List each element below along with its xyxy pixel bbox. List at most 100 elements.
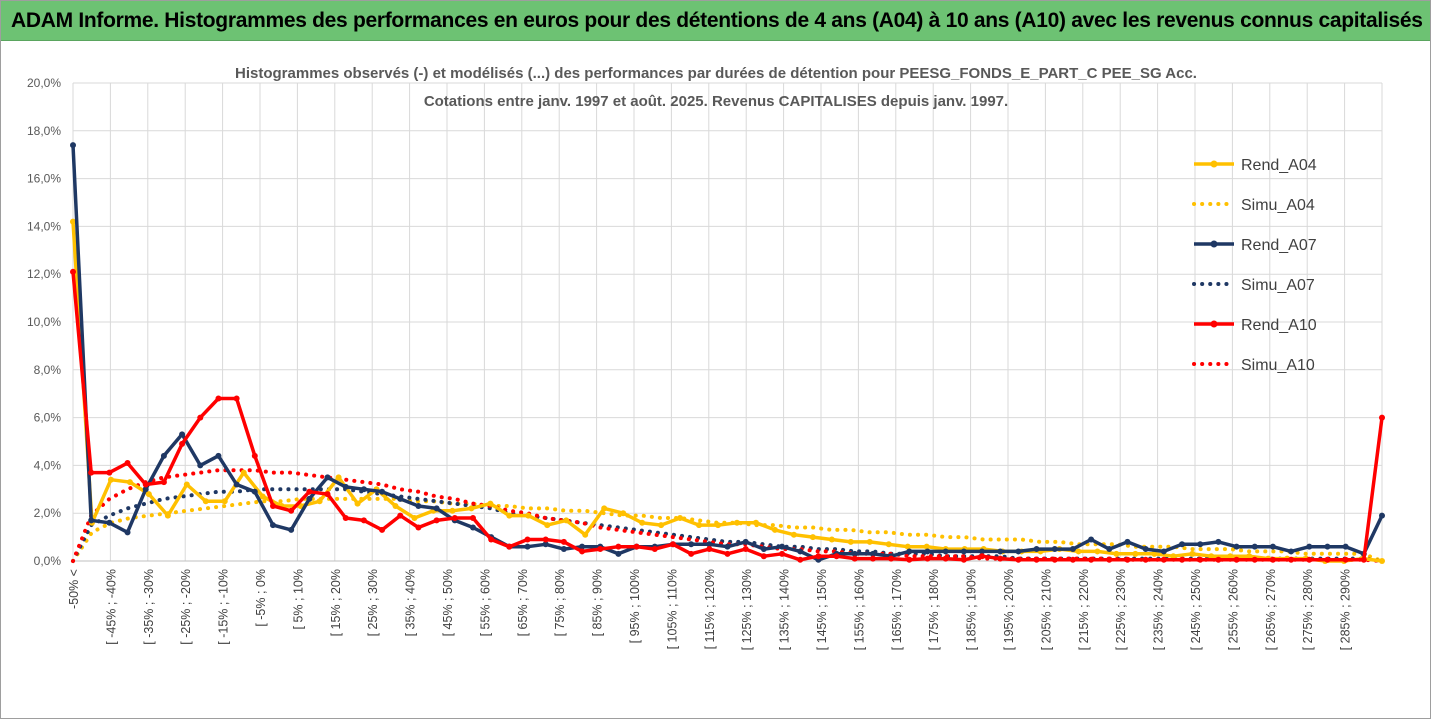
data-point-rend_a10 bbox=[779, 550, 786, 557]
x-tick-label: [ 15% ; 20% bbox=[329, 569, 343, 636]
legend-label-rend_a04: Rend_A04 bbox=[1241, 157, 1317, 174]
x-tick-label: [ 25% ; 30% bbox=[366, 569, 380, 636]
data-point-rend_a10 bbox=[851, 555, 858, 562]
data-point-rend_a07 bbox=[88, 517, 95, 524]
y-tick-label: 12,0% bbox=[27, 267, 61, 281]
data-point-rend_a07 bbox=[342, 483, 349, 490]
data-point-rend_a07 bbox=[1124, 538, 1131, 545]
data-point-rend_a10 bbox=[1088, 556, 1095, 563]
data-point-rend_a07 bbox=[233, 481, 240, 488]
data-point-rend_a04 bbox=[183, 481, 190, 488]
x-tick-label: [ 145% ; 150% bbox=[815, 569, 829, 650]
data-point-rend_a04 bbox=[1113, 550, 1120, 557]
data-point-rend_a10 bbox=[760, 553, 767, 560]
data-point-rend_a04 bbox=[202, 498, 209, 505]
data-point-rend_a07 bbox=[379, 488, 386, 495]
data-point-rend_a04 bbox=[240, 469, 247, 476]
data-point-rend_a10 bbox=[1051, 556, 1058, 563]
data-point-rend_a07 bbox=[1288, 548, 1295, 555]
legend: Rend_A04 Simu_A04 Rend_A07 Simu_A07 Rend_A10… bbox=[1192, 157, 1317, 374]
legend-label-simu_a04: Simu_A04 bbox=[1241, 197, 1315, 214]
y-tick-label: 8,0% bbox=[34, 363, 62, 377]
x-tick-label: [ 285% ; 290% bbox=[1339, 569, 1353, 650]
data-point-rend_a07 bbox=[560, 546, 567, 553]
data-point-rend_a07 bbox=[724, 543, 731, 550]
data-point-rend_a10 bbox=[379, 526, 386, 533]
data-point-rend_a07 bbox=[542, 541, 549, 548]
x-tick-label: [ 55% ; 60% bbox=[478, 569, 492, 636]
data-point-rend_a07 bbox=[1269, 543, 1276, 550]
data-point-rend_a10 bbox=[1124, 556, 1131, 563]
data-point-rend_a10 bbox=[960, 556, 967, 563]
data-point-rend_a04 bbox=[126, 479, 133, 486]
data-point-rend_a10 bbox=[633, 543, 640, 550]
x-tick-label: [ -35% ; -30% bbox=[142, 569, 156, 645]
data-point-rend_a10 bbox=[651, 546, 658, 553]
data-point-rend_a07 bbox=[615, 550, 622, 557]
data-point-rend_a10 bbox=[342, 514, 349, 521]
y-tick-label: 20,0% bbox=[27, 76, 61, 90]
data-point-rend_a10 bbox=[324, 491, 331, 498]
y-tick-label: 18,0% bbox=[27, 124, 61, 138]
legend-marker-rend_a07 bbox=[1210, 240, 1218, 248]
data-point-rend_a10 bbox=[833, 553, 840, 560]
legend-marker-rend_a10 bbox=[1210, 320, 1218, 328]
data-point-rend_a07 bbox=[1051, 546, 1058, 553]
data-point-rend_a04 bbox=[866, 538, 873, 545]
data-point-rend_a07 bbox=[688, 541, 695, 548]
data-point-rend_a10 bbox=[469, 514, 476, 521]
x-tick-label: [ 245% ; 250% bbox=[1189, 569, 1203, 650]
data-point-rend_a07 bbox=[142, 486, 149, 493]
x-tick-label: [ 255% ; 260% bbox=[1226, 569, 1240, 650]
data-point-rend_a04 bbox=[411, 514, 418, 521]
data-point-rend_a04 bbox=[601, 505, 608, 512]
performance-histogram-chart: Histogrammes observés (-) et modélisés (… bbox=[27, 65, 1385, 650]
data-point-rend_a07 bbox=[306, 495, 313, 502]
data-point-rend_a04 bbox=[354, 500, 361, 507]
data-point-rend_a10 bbox=[1342, 556, 1349, 563]
data-point-rend_a07 bbox=[579, 543, 586, 550]
data-point-rend_a10 bbox=[906, 556, 913, 563]
legend-label-rend_a10: Rend_A10 bbox=[1241, 317, 1317, 334]
data-point-rend_a10 bbox=[1269, 556, 1276, 563]
data-point-rend_a10 bbox=[1324, 556, 1331, 563]
data-point-rend_a10 bbox=[979, 553, 986, 560]
x-tick-label: [ 115% ; 120% bbox=[703, 569, 717, 649]
data-point-rend_a07 bbox=[1033, 546, 1040, 553]
x-tick-label: [ 175% ; 180% bbox=[927, 569, 941, 650]
x-tick-label: [ 165% ; 170% bbox=[890, 569, 904, 650]
data-point-rend_a10 bbox=[1069, 556, 1076, 563]
data-point-rend_a04 bbox=[70, 218, 76, 225]
gridlines bbox=[72, 82, 1383, 562]
data-point-rend_a04 bbox=[1208, 553, 1215, 560]
x-tick-label: [ 205% ; 210% bbox=[1039, 569, 1053, 650]
data-point-rend_a10 bbox=[669, 541, 676, 548]
data-point-rend_a10 bbox=[451, 514, 458, 521]
y-tick-label: 16,0% bbox=[27, 172, 61, 186]
data-point-rend_a10 bbox=[179, 440, 186, 447]
data-point-rend_a04 bbox=[221, 498, 228, 505]
x-tick-label: [ -25% ; -20% bbox=[179, 569, 193, 645]
data-point-rend_a07 bbox=[124, 529, 131, 536]
x-tick-label: [ 275% ; 280% bbox=[1301, 569, 1315, 650]
data-point-rend_a04 bbox=[335, 474, 342, 481]
data-point-rend_a10 bbox=[724, 550, 731, 557]
x-tick-label: [ 45% ; 50% bbox=[441, 569, 455, 636]
data-point-rend_a10 bbox=[415, 524, 422, 531]
data-point-rend_a07 bbox=[924, 548, 931, 555]
data-point-rend_a04 bbox=[904, 543, 911, 550]
data-point-rend_a07 bbox=[1069, 546, 1076, 553]
legend-marker-rend_a04 bbox=[1210, 160, 1218, 168]
chart-title-line1: Histogrammes observés (-) et modélisés (… bbox=[235, 65, 1197, 82]
data-point-rend_a10 bbox=[233, 395, 240, 402]
data-point-rend_a07 bbox=[288, 526, 295, 533]
data-point-rend_a04 bbox=[1151, 550, 1158, 557]
data-point-rend_a10 bbox=[1142, 556, 1149, 563]
x-tick-label: [ 155% ; 160% bbox=[852, 569, 866, 650]
data-point-rend_a04 bbox=[733, 519, 740, 526]
x-tick-label: [ -45% ; -40% bbox=[104, 569, 118, 645]
data-point-rend_a07 bbox=[742, 538, 749, 545]
data-point-rend_a07 bbox=[1015, 548, 1022, 555]
data-point-rend_a10 bbox=[524, 536, 531, 543]
